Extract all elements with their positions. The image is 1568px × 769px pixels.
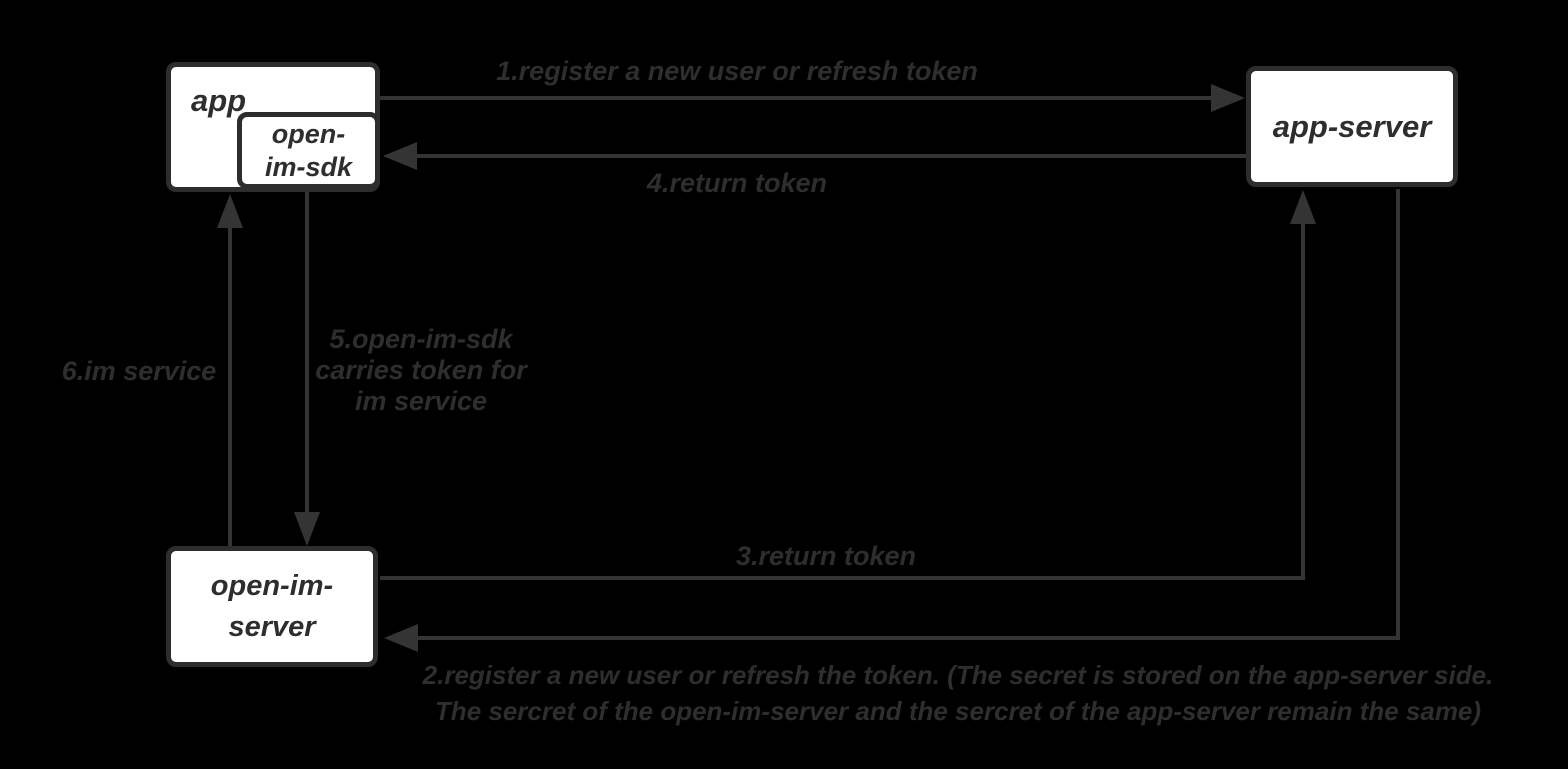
node-app-server-label: app-server [1272,108,1432,144]
edge-2-label: 2.register a new user or refresh the tok… [422,660,1494,726]
node-open-im-sdk-label: open- im-sdk [264,119,353,182]
node-open-im-server-label: open-im- server [210,569,334,643]
edge-6-arrowhead-icon [217,194,243,228]
node-app-server: app-server [1246,66,1458,187]
edge-1-arrowhead-icon [1211,84,1245,112]
edge-2-line [417,189,1400,640]
edge-4-label: 4.return token [646,168,828,198]
node-open-im-server: open-im- server [166,546,378,667]
edge-5-arrowhead-icon [294,512,320,546]
edge-3-label: 3.return token [735,541,917,571]
edge-5-label: 5.open-im-sdk carries token for im servi… [315,324,527,416]
edge-4-arrowhead-icon [383,142,417,170]
edge-3-line [380,224,1305,580]
node-open-im-sdk: open- im-sdk [237,112,380,189]
edge-6-label: 6.im service [61,356,217,386]
edge-2-arrowhead-icon [384,624,418,652]
node-app-label: app [191,83,247,118]
edge-1-label: 1.register a new user or refresh token [496,56,978,86]
edge-3-arrowhead-icon [1290,190,1316,224]
